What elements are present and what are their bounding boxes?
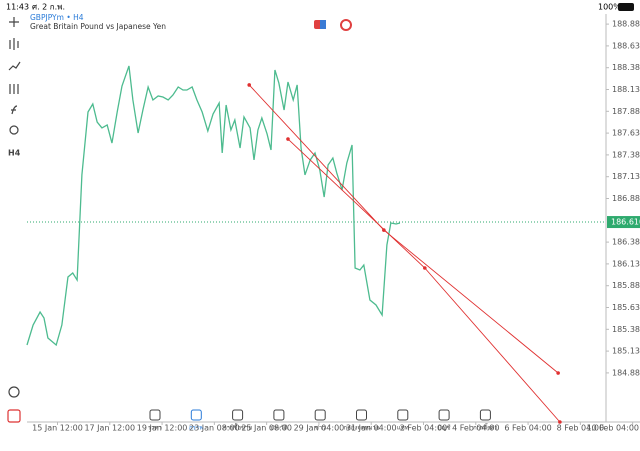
y-tick-label: 186.880	[612, 194, 640, 203]
x-tick-label: 4 Feb 04:00	[452, 424, 499, 433]
x-tick-label: 15 Jan 12:00	[32, 424, 83, 433]
trendline-anchor	[382, 228, 386, 232]
y-tick-label: 187.130	[612, 172, 640, 181]
tab-label: การซื้อขาย	[223, 422, 252, 432]
x-tick-label: 6 Feb 04:00	[504, 424, 551, 433]
y-tick-label: 186.380	[612, 238, 640, 247]
tab-icon	[314, 409, 326, 421]
x-tick-label: 10 Feb 04:00	[587, 424, 639, 433]
battery-icon	[618, 3, 634, 11]
x-tick-label: 23 Jan 08:00	[189, 424, 240, 433]
y-tick-label: 188.130	[612, 85, 640, 94]
y-tick-label: 186.130	[612, 259, 640, 268]
x-tick-label: 19 Jan 12:00	[137, 424, 188, 433]
indicator-button[interactable]	[340, 19, 352, 31]
trendline-anchor	[558, 420, 562, 424]
tab-label: บัญชี	[438, 424, 451, 432]
tab[interactable]: การซื้อขาย	[223, 409, 252, 432]
y-tick-label: 187.630	[612, 129, 640, 138]
objects-tool[interactable]	[9, 84, 19, 94]
y-tick-label: 187.380	[612, 150, 640, 159]
tab-icon	[397, 409, 409, 421]
y-tick-label: 184.880	[612, 368, 640, 377]
tab-label: กล่องจดหมาย	[343, 425, 379, 432]
current-price-box	[607, 216, 640, 229]
tab-label: แชท	[397, 425, 409, 432]
tab[interactable]: กล่องจดหมาย	[343, 409, 380, 432]
y-tick-label: 188.630	[612, 41, 640, 50]
tab-icon	[232, 409, 244, 421]
tab-icon	[479, 409, 491, 421]
y-tick-label: 188.380	[612, 63, 640, 72]
tab-icon	[438, 409, 450, 421]
crosshair-tool[interactable]	[9, 17, 19, 27]
trendline-anchor	[423, 266, 427, 270]
symbol-description: Great Britain Pound vs Japanese Yen	[30, 22, 166, 31]
x-tick-label: 25 Jan 08:00	[241, 424, 292, 433]
status-battery: 100%	[598, 3, 621, 12]
y-tick-label: 185.630	[612, 303, 640, 312]
x-tick-label: 2 Feb 04:00	[400, 424, 447, 433]
symbol[interactable]: GBPJPYm • H4	[30, 13, 84, 22]
tab-bar: ราคา กราฟ การซื้อขาย ประวัติ ข่าว กล่องจดหมาย…	[148, 409, 498, 432]
x-tick-label: 8 Feb 04:00	[557, 424, 604, 433]
tab-label: กราฟ	[189, 425, 203, 432]
function-tool[interactable]	[11, 105, 18, 115]
price-line	[26, 65, 401, 347]
tab-icon	[356, 409, 367, 421]
tab-label: ราคา	[148, 425, 162, 432]
y-tick-label: 188.880	[612, 20, 640, 29]
indicators-tool[interactable]	[8, 61, 21, 71]
y-tick-label: 185.130	[612, 347, 640, 356]
trendline-anchor	[247, 83, 252, 87]
tab[interactable]: ประวัติ	[270, 409, 288, 432]
tab-label: ประวัติ	[270, 425, 288, 432]
tab[interactable]: แชท	[397, 409, 409, 432]
shapes-tool[interactable]	[9, 125, 19, 135]
chart-type-tool[interactable]	[9, 38, 19, 50]
tab-label: ข่าว	[315, 425, 326, 432]
tab[interactable]: ราคา	[148, 409, 162, 432]
y-tick-label: 187.880	[612, 107, 640, 116]
y-tick-label: 185.880	[612, 281, 640, 290]
tab[interactable]: การตั้งค่า	[473, 409, 498, 432]
tab-icon	[273, 409, 285, 421]
x-tick-label: 29 Jan 04:00	[294, 424, 345, 433]
left-toolbar	[7, 17, 21, 423]
timeframe-tool[interactable]: H4	[8, 149, 21, 158]
trendline	[248, 84, 559, 374]
x-tick-label: 17 Jan 12:00	[84, 424, 135, 433]
trendline	[287, 138, 561, 423]
tab-icon	[149, 409, 161, 421]
x-tick-label: 31 Jan 04:00	[346, 424, 397, 433]
trendline-anchor	[286, 137, 290, 141]
tab-label: การตั้งค่า	[473, 422, 497, 432]
tab[interactable]: ข่าว	[314, 409, 326, 432]
y-tick-label: 185.380	[612, 325, 640, 334]
tab-icon	[190, 409, 202, 421]
tab[interactable]: บัญชี	[438, 409, 451, 432]
bottom-tool[interactable]	[8, 386, 20, 398]
status-date: ศ. 2 ก.พ.	[32, 3, 65, 12]
tab[interactable]: กราฟ	[189, 409, 204, 432]
status-time: 11:43	[6, 3, 29, 12]
trade-button-part	[320, 20, 326, 29]
trendline-anchor	[556, 371, 560, 375]
account-tool[interactable]	[7, 409, 21, 423]
current-price-label: 186.610	[611, 218, 640, 227]
